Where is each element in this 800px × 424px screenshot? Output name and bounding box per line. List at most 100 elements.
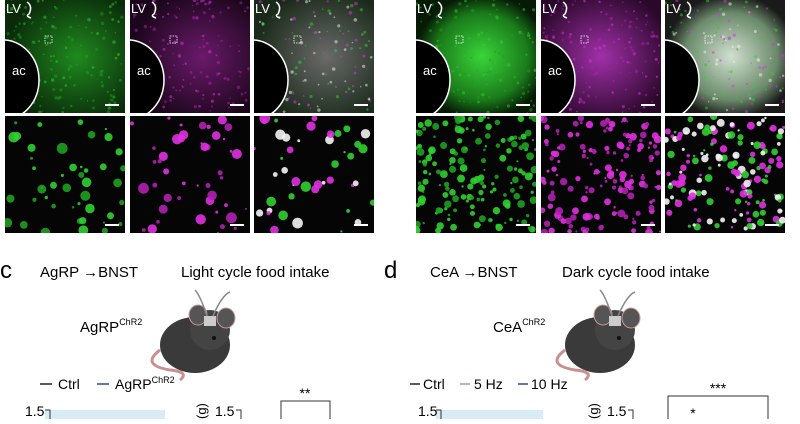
fiber bbox=[599, 289, 636, 317]
signal-puncta bbox=[544, 124, 550, 130]
signal-puncta bbox=[506, 165, 514, 172]
signal-puncta bbox=[562, 4, 565, 7]
signal-puncta bbox=[594, 168, 600, 175]
signal-puncta bbox=[708, 166, 712, 170]
signal-puncta bbox=[739, 100, 743, 104]
signal-puncta bbox=[761, 66, 765, 70]
signal-puncta bbox=[318, 30, 321, 34]
signal-puncta bbox=[705, 153, 709, 157]
signal-puncta bbox=[475, 137, 482, 145]
signal-puncta bbox=[106, 212, 114, 220]
signal-puncta bbox=[369, 55, 373, 59]
signal-puncta bbox=[418, 160, 422, 163]
signal-puncta bbox=[616, 62, 619, 64]
ac-outline bbox=[541, 39, 576, 113]
signal-puncta bbox=[343, 125, 351, 133]
signal-puncta bbox=[583, 0, 586, 3]
signal-puncta bbox=[41, 0, 44, 2]
signal-puncta bbox=[326, 130, 335, 139]
signal-puncta bbox=[729, 122, 735, 127]
signal-puncta bbox=[348, 11, 353, 15]
signal-puncta bbox=[691, 131, 697, 137]
signal-puncta bbox=[469, 30, 472, 33]
signal-puncta bbox=[329, 80, 333, 84]
signal-puncta bbox=[570, 214, 577, 221]
signal-puncta bbox=[730, 168, 737, 175]
signal-puncta bbox=[745, 211, 750, 215]
signal-puncta bbox=[134, 28, 138, 32]
signal-puncta bbox=[80, 44, 82, 47]
signal-puncta bbox=[555, 216, 558, 220]
signal-puncta bbox=[631, 48, 634, 52]
signal-puncta bbox=[102, 221, 106, 224]
signal-puncta bbox=[78, 172, 85, 178]
signal-puncta bbox=[45, 36, 49, 39]
signal-puncta bbox=[231, 149, 242, 160]
signal-puncta bbox=[70, 38, 74, 42]
signal-puncta bbox=[101, 69, 104, 73]
signal-puncta bbox=[417, 184, 426, 192]
signal-puncta bbox=[759, 36, 762, 40]
signal-puncta bbox=[609, 16, 613, 21]
signal-puncta bbox=[530, 165, 536, 174]
label-sup: ChR2 bbox=[119, 317, 142, 327]
signal-puncta bbox=[433, 135, 436, 138]
signal-puncta bbox=[632, 220, 637, 225]
signal-puncta bbox=[326, 0, 329, 3]
signal-puncta bbox=[112, 40, 116, 44]
signal-puncta bbox=[28, 48, 31, 51]
signal-puncta bbox=[263, 8, 266, 11]
signal-puncta bbox=[492, 187, 497, 192]
signal-puncta bbox=[416, 148, 425, 156]
signal-puncta bbox=[608, 126, 613, 132]
signal-puncta bbox=[38, 110, 42, 113]
signal-puncta bbox=[666, 171, 671, 177]
signal-puncta bbox=[731, 218, 737, 224]
signal-puncta bbox=[436, 222, 444, 230]
zoom-image bbox=[5, 116, 125, 233]
ear bbox=[621, 307, 641, 329]
signal-puncta bbox=[349, 47, 353, 50]
signal-puncta bbox=[193, 45, 196, 47]
signal-puncta bbox=[517, 168, 523, 174]
signal-puncta bbox=[692, 157, 699, 165]
signal-puncta bbox=[166, 42, 169, 46]
signal-puncta bbox=[147, 224, 157, 233]
lv-label: LV bbox=[417, 1, 432, 16]
signal-puncta bbox=[592, 72, 596, 76]
signal-puncta bbox=[176, 6, 178, 8]
signal-puncta bbox=[106, 110, 111, 113]
signal-puncta bbox=[339, 29, 341, 32]
signal-puncta bbox=[331, 67, 336, 71]
implant bbox=[204, 316, 216, 326]
signal-puncta bbox=[59, 88, 63, 92]
signal-puncta bbox=[555, 129, 560, 133]
signal-puncta bbox=[722, 42, 725, 45]
signal-puncta bbox=[706, 218, 713, 225]
signal-puncta bbox=[593, 47, 597, 50]
signal-puncta bbox=[182, 63, 184, 66]
signal-puncta bbox=[9, 9, 11, 12]
signal-puncta bbox=[295, 0, 300, 2]
significance-bracket bbox=[280, 400, 331, 419]
signal-puncta bbox=[219, 11, 222, 14]
signal-puncta bbox=[18, 6, 21, 9]
signal-puncta bbox=[92, 106, 96, 110]
signal-puncta bbox=[623, 152, 630, 159]
signal-puncta bbox=[582, 149, 586, 153]
signal-puncta bbox=[640, 175, 645, 181]
signal-puncta bbox=[757, 218, 765, 227]
signal-puncta bbox=[714, 31, 718, 34]
signal-puncta bbox=[55, 60, 59, 63]
signal-puncta bbox=[159, 55, 162, 58]
signal-puncta bbox=[625, 10, 628, 13]
signal-puncta bbox=[62, 0, 65, 2]
signal-puncta bbox=[359, 8, 363, 12]
signal-puncta bbox=[731, 84, 735, 88]
signal-puncta bbox=[632, 217, 635, 220]
signal-puncta bbox=[645, 228, 653, 233]
signal-puncta bbox=[782, 125, 785, 129]
signal-puncta bbox=[551, 35, 556, 39]
signal-puncta bbox=[14, 121, 18, 125]
signal-puncta bbox=[274, 118, 278, 123]
